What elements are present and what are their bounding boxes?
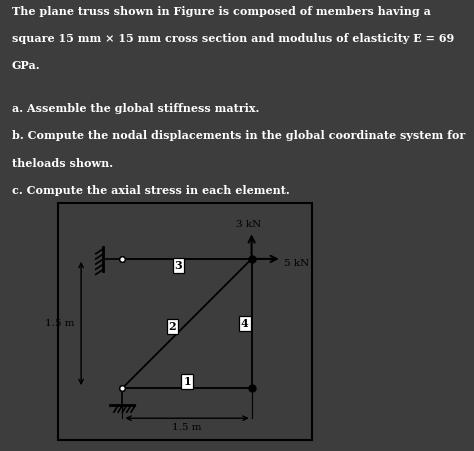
Text: 3 kN: 3 kN <box>236 220 261 229</box>
Text: 5 kN: 5 kN <box>284 259 310 268</box>
Text: 1.5 m: 1.5 m <box>172 423 202 433</box>
Text: 1.5 m: 1.5 m <box>45 319 74 328</box>
Text: 3: 3 <box>174 260 182 272</box>
Text: b. Compute the nodal displacements in the global coordinate system for: b. Compute the nodal displacements in th… <box>12 130 465 142</box>
Text: 1: 1 <box>183 376 191 387</box>
Text: GPa.: GPa. <box>12 60 40 71</box>
Text: c. Compute the axial stress in each element.: c. Compute the axial stress in each elem… <box>12 184 290 196</box>
Text: 4: 4 <box>241 318 248 329</box>
Text: theloads shown.: theloads shown. <box>12 157 113 169</box>
Text: The plane truss shown in Figure is composed of members having a: The plane truss shown in Figure is compo… <box>12 6 431 17</box>
Text: a. Assemble the global stiffness matrix.: a. Assemble the global stiffness matrix. <box>12 103 259 115</box>
Bar <box>58 203 312 440</box>
Text: square 15 mm × 15 mm cross section and modulus of elasticity E = 69: square 15 mm × 15 mm cross section and m… <box>12 33 454 44</box>
Text: 2: 2 <box>169 321 176 331</box>
